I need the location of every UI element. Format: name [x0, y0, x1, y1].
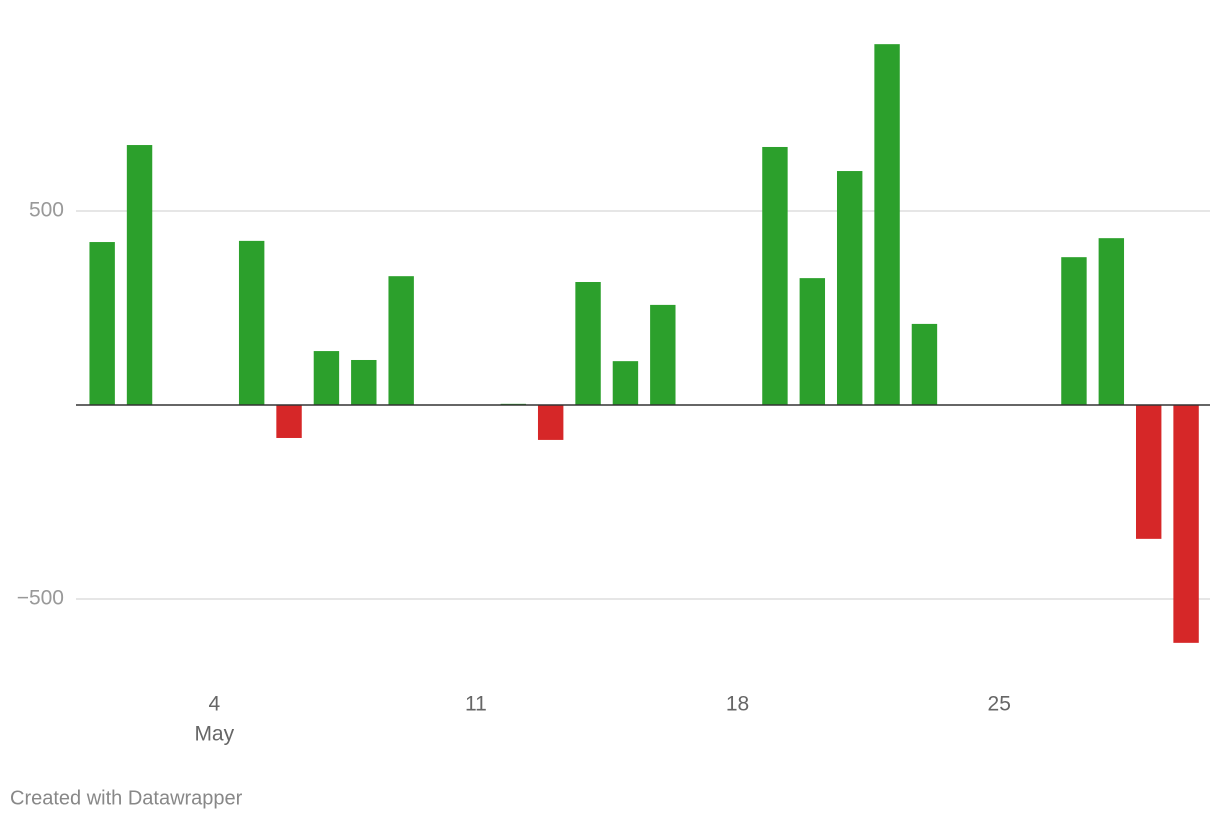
bar [1173, 405, 1199, 643]
x-tick-label: 18 [726, 693, 749, 716]
bar [89, 242, 115, 405]
y-tick-label: 500 [29, 199, 64, 222]
bar [762, 146, 788, 406]
bar [388, 276, 414, 405]
bar [276, 405, 302, 438]
bar [238, 240, 265, 405]
bar [575, 282, 601, 405]
bar [537, 405, 564, 440]
month-label: May [194, 723, 234, 746]
bar [313, 351, 340, 405]
x-tick-label: 4 [208, 693, 220, 716]
x-tick-label: 11 [465, 693, 487, 716]
bar [1061, 257, 1087, 405]
bar [836, 171, 863, 405]
bar [911, 323, 938, 405]
credit: Created with Datawrapper [10, 787, 243, 809]
bar [351, 359, 377, 405]
bar [799, 278, 826, 405]
bar [612, 361, 639, 405]
bar [874, 44, 900, 405]
x-tick-label: 25 [988, 693, 1011, 716]
bar [1098, 238, 1125, 405]
y-tick-label: −500 [17, 587, 64, 610]
bar [126, 145, 153, 406]
bar [1135, 405, 1162, 539]
bar [650, 304, 676, 405]
